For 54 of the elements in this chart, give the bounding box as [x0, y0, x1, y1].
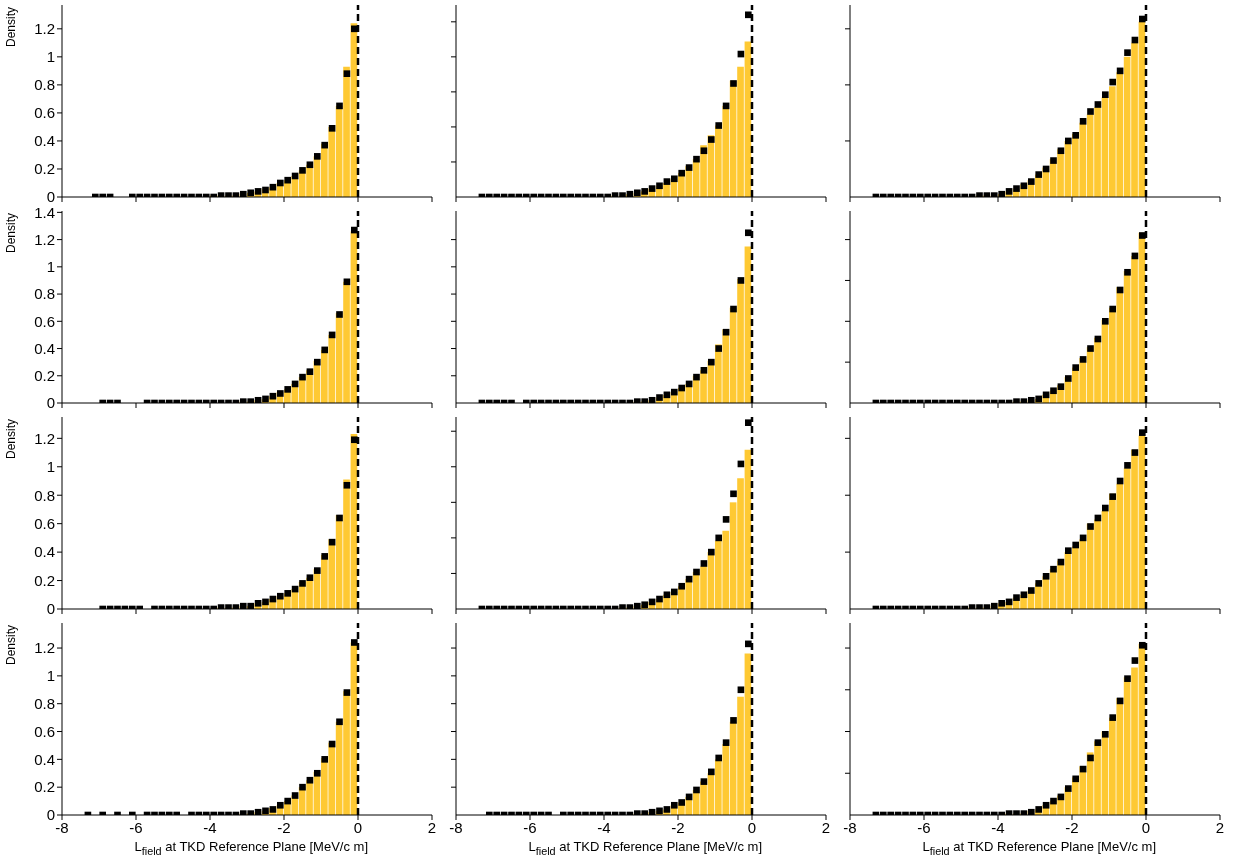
- x-tick-label: -4: [203, 818, 217, 836]
- y-tick-label: 0.4: [34, 339, 55, 357]
- y-tick-label: 0.2: [34, 160, 55, 178]
- y-tick-label: 0.4: [34, 543, 55, 561]
- y-axis-title: Density: [4, 419, 18, 460]
- y-tick-label: 0.2: [34, 778, 55, 796]
- x-tick-label: -8: [843, 818, 857, 836]
- y-tick-label: 0.4: [34, 750, 55, 768]
- y-tick-label: 0.8: [34, 695, 55, 713]
- y-axis-title: Density: [4, 7, 18, 48]
- x-tick-label: -6: [917, 818, 931, 836]
- y-tick-label: 0.6: [34, 104, 55, 122]
- y-tick-label: 0.6: [34, 722, 55, 740]
- y-tick-label: 1.2: [34, 639, 55, 657]
- x-axis-title: L$_{field}$ at TKD Reference Plane [MeV/c m]: [133, 839, 368, 857]
- x-tick-label: 2: [427, 818, 437, 836]
- x-tick-label: -8: [55, 818, 69, 836]
- x-tick-label: 2: [821, 818, 831, 836]
- y-tick-label: 0.2: [34, 571, 55, 589]
- y-tick-label: 0.8: [34, 285, 55, 303]
- y-tick-label: 0.4: [34, 132, 55, 150]
- y-tick-label: 0.6: [34, 514, 55, 532]
- x-tick-label: 2: [1215, 818, 1225, 836]
- y-tick-label: 0: [46, 806, 55, 824]
- y-tick-label: 0: [46, 600, 55, 618]
- y-tick-label: 0.2: [34, 367, 55, 385]
- x-tick-label: -2: [671, 818, 685, 836]
- x-tick-label: -2: [277, 818, 291, 836]
- y-tick-label: 0.8: [34, 486, 55, 504]
- y-axis-title: Density: [4, 625, 18, 666]
- x-axis-title: L$_{field}$ at TKD Reference Plane [MeV/c m]: [527, 839, 762, 857]
- y-tick-label: 0: [46, 394, 55, 412]
- y-tick-label: 1: [46, 458, 55, 476]
- y-tick-label: 1: [46, 48, 55, 66]
- y-tick-label: 1: [46, 258, 55, 276]
- y-tick-label: 1.4: [34, 203, 55, 221]
- x-tick-label: -2: [1065, 818, 1079, 836]
- x-tick-label: 0: [1141, 818, 1151, 836]
- y-tick-label: 0.8: [34, 76, 55, 94]
- x-axis-title: L$_{field}$ at TKD Reference Plane [MeV/c m]: [921, 839, 1156, 857]
- y-tick-label: 1.2: [34, 230, 55, 248]
- y-tick-label: 1: [46, 667, 55, 685]
- x-tick-label: -4: [597, 818, 611, 836]
- y-axis-title: Density: [4, 213, 18, 254]
- x-tick-label: -6: [523, 818, 537, 836]
- y-tick-label: 0: [46, 188, 55, 206]
- x-tick-label: 0: [353, 818, 363, 836]
- x-tick-label: 0: [747, 818, 757, 836]
- x-tick-label: -8: [449, 818, 463, 836]
- x-tick-label: -6: [129, 818, 143, 836]
- y-tick-label: 1.2: [34, 429, 55, 447]
- y-tick-label: 0.6: [34, 312, 55, 330]
- x-tick-label: -4: [991, 818, 1005, 836]
- y-tick-label: 1.2: [34, 20, 55, 38]
